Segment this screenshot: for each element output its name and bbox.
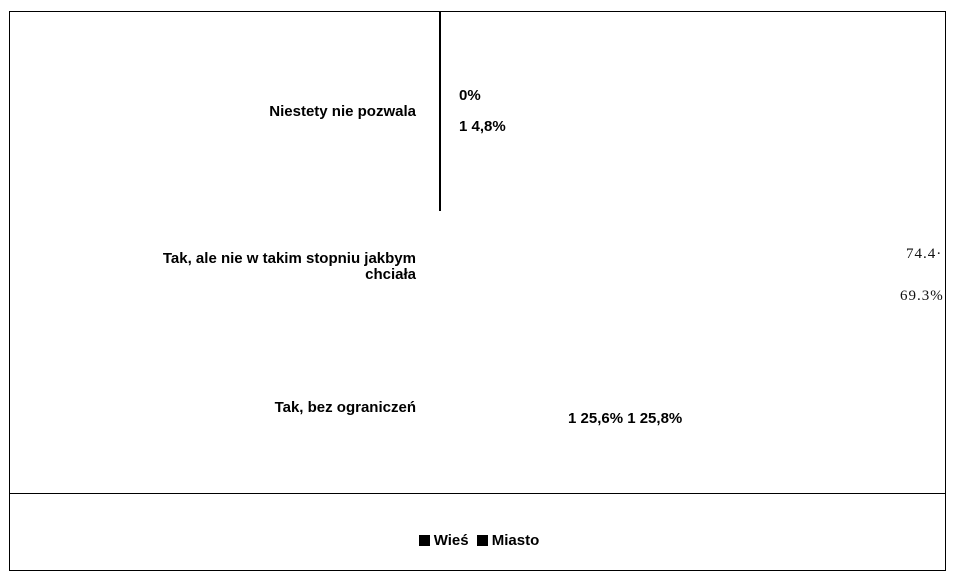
category-label-niestety: Niestety nie pozwala [269, 103, 416, 120]
legend-label-miasto: Miasto [491, 532, 540, 549]
legend-swatch-miasto [476, 535, 488, 546]
data-label-wies-niestety: 0% [459, 87, 481, 104]
data-label-wies-tak-ale: 74.4· [906, 246, 943, 262]
category-axis-line [439, 11, 441, 211]
legend-item-wies: Wieś [418, 532, 469, 549]
chart-frame [9, 11, 946, 571]
legend: Wieś Miasto [0, 532, 958, 549]
data-label-tak-bez: 1 25,6% 1 25,8% [568, 410, 683, 427]
category-label-tak-ale: Tak, ale nie w takim stopniu jakbym chci… [162, 250, 416, 283]
data-label-miasto-tak-ale: 69.3% [900, 288, 944, 304]
category-label-tak-bez: Tak, bez ograniczeń [274, 399, 416, 416]
legend-divider [9, 493, 946, 494]
legend-swatch-wies [418, 535, 430, 546]
legend-label-wies: Wieś [433, 532, 469, 549]
data-label-miasto-niestety: 1 4,8% [459, 118, 506, 135]
legend-item-miasto: Miasto [476, 532, 540, 549]
